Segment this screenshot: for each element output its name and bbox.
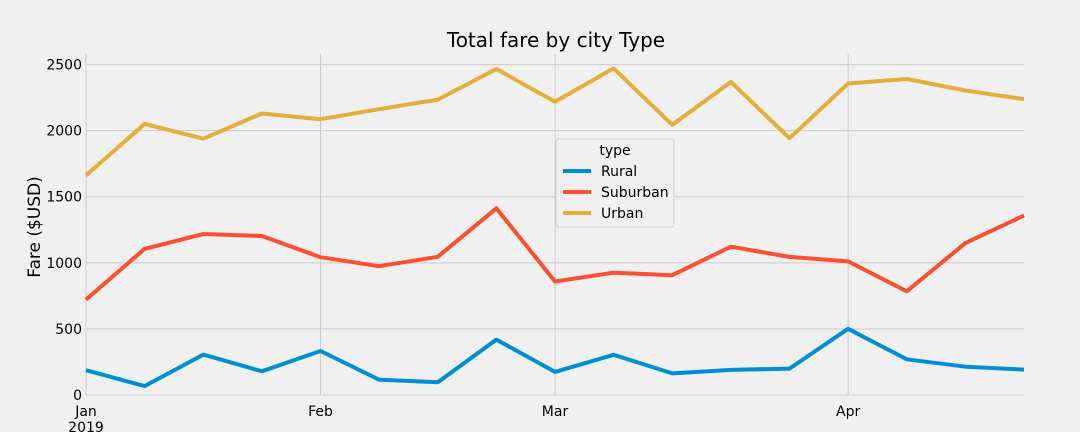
legend-title: type [599,143,630,159]
x-tick-label: Apr [836,404,860,420]
series-line-suburban [84,206,1025,302]
legend: type Rural Suburban Urban [555,138,675,228]
legend-label-suburban: Suburban [601,185,669,201]
y-axis-ticks: 0 500 1000 1500 2000 2500 [46,58,82,404]
legend-label-rural: Rural [601,164,637,180]
legend-box [555,138,675,228]
grid-lines [85,54,1024,396]
series-line-urban [84,66,1025,177]
y-tick-label: 1000 [46,256,82,272]
y-tick-label: 1500 [46,190,82,206]
x-tick-sublabel: 2019 [68,420,104,432]
y-tick-label: 2000 [46,124,82,140]
y-tick-label: 0 [73,388,82,404]
x-tick-label: Jan [74,404,97,420]
chart-title: Total fare by city Type [446,28,665,52]
series-lines [84,66,1025,389]
x-tick-label: Mar [542,404,569,420]
legend-items: Rural Suburban Urban [563,164,669,222]
series-line-rural [85,326,1025,389]
y-axis-label: Fare ($USD) [25,176,45,278]
x-tick-label: Feb [308,404,333,420]
legend-label-urban: Urban [601,206,643,222]
y-tick-label: 2500 [46,58,82,74]
y-tick-label: 500 [55,322,82,338]
